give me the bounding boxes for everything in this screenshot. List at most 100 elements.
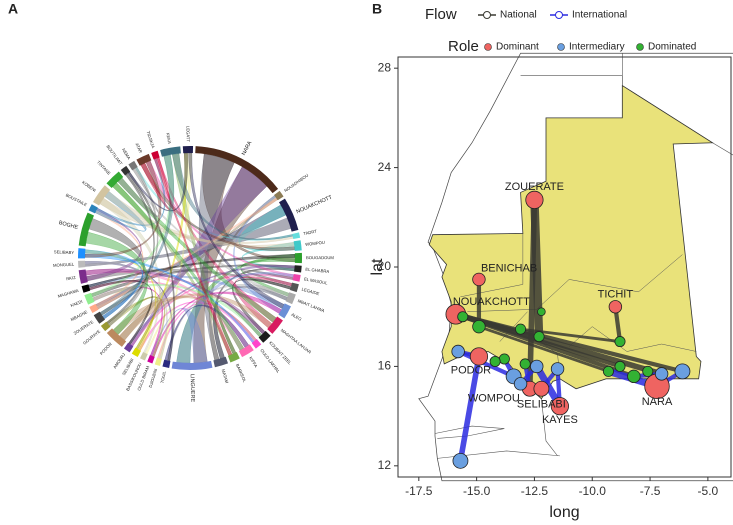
segment-label: LEGAIDE <box>301 287 320 297</box>
y-tick-label: 12 <box>378 458 392 472</box>
chord-arc <box>92 185 111 206</box>
y-tick-label: 24 <box>378 160 392 174</box>
chord-arc <box>238 344 254 358</box>
y-axis-title: lat <box>369 258 386 275</box>
chord-arc <box>139 351 148 361</box>
chord-ribbon <box>88 253 296 288</box>
chord-arc <box>279 198 299 232</box>
chord-arc <box>171 360 213 370</box>
chord-arc <box>93 311 106 324</box>
chord-arc <box>120 165 131 176</box>
region-line <box>638 254 683 293</box>
chord-arc <box>78 269 88 284</box>
segment-label: BOUSTAILE <box>65 192 88 207</box>
chord-arc <box>294 252 302 264</box>
node <box>498 353 510 365</box>
node <box>533 331 545 343</box>
node-label: SELIBABI <box>517 399 566 411</box>
node <box>614 360 626 372</box>
border-line <box>434 425 505 439</box>
legend-swatch <box>483 11 491 19</box>
chord-arc <box>154 357 162 366</box>
node-label: PODOR <box>451 364 491 376</box>
chord-ribbon <box>127 152 188 212</box>
x-tick-label: -7.5 <box>640 484 661 498</box>
node <box>513 377 528 391</box>
node <box>537 307 546 317</box>
map-panel: -17.5 -15.0 -12.5 -10.0 -7.5 -5.0 12 16 20 24 28 lo… <box>369 6 733 521</box>
chord-arc <box>151 150 160 160</box>
segment-label: TADRT <box>303 228 318 236</box>
node <box>674 363 691 380</box>
segment-label: RKIZ <box>66 275 77 282</box>
flow-link <box>519 327 622 343</box>
node <box>642 365 654 377</box>
node <box>627 369 641 384</box>
flow-link <box>453 312 636 379</box>
node <box>525 190 544 209</box>
chord-arc <box>227 352 240 363</box>
chord-arc <box>81 284 91 293</box>
node <box>472 319 486 334</box>
chord-arc <box>195 146 279 194</box>
x-tick-label: -17.5 <box>405 484 433 498</box>
segment-label: NOUAKCHOTT <box>296 194 334 215</box>
segment-label: EL MASOUL <box>304 276 329 285</box>
chord-arc <box>78 212 94 247</box>
y-tick-label: 28 <box>378 60 392 74</box>
chord-arc <box>285 292 296 305</box>
segment-label: BARKEOL <box>235 363 248 384</box>
chord-arc <box>136 153 152 166</box>
chord-ribbon <box>84 249 144 320</box>
node-label: KAYES <box>542 414 578 426</box>
segment-label: ALEG <box>290 312 302 322</box>
segment-label: SELIBABY <box>54 249 75 255</box>
node <box>489 355 501 367</box>
chord-ribbon <box>188 152 285 309</box>
segment-label: GOURAYE <box>82 329 101 346</box>
node-label: NARA <box>642 396 673 408</box>
legend-swatch <box>555 11 563 19</box>
segment-label: MBAIT LAHWA <box>297 298 326 313</box>
node <box>457 311 469 323</box>
chord-arc <box>106 171 124 189</box>
segment-label: DJIGUENI <box>148 368 158 388</box>
chord-arc <box>89 303 99 314</box>
node-label: TICHIT <box>598 289 634 301</box>
segment-label: LINGUERE <box>189 374 196 403</box>
segment-label: KOBENI <box>81 180 97 193</box>
segment-label: MBAGNE <box>70 309 89 322</box>
segment-label: NEMA <box>121 147 132 160</box>
node <box>550 397 569 416</box>
chord-ribbon <box>145 306 172 359</box>
node-label: ZOUERATE <box>505 181 564 193</box>
node <box>608 300 623 314</box>
region-line <box>467 279 639 312</box>
legend-title: Flow <box>425 6 457 23</box>
segment-label: MATAM <box>221 368 230 384</box>
legend-label: Intermediary <box>569 42 625 53</box>
flow-link <box>457 353 482 464</box>
chord-arc <box>292 232 301 239</box>
segment-label: KAEDI <box>70 299 84 308</box>
x-tick-label: -5.0 <box>698 484 719 498</box>
legend-swatch <box>484 43 492 51</box>
legend-swatch <box>636 43 644 51</box>
chord-arc <box>258 330 271 343</box>
node <box>654 367 669 381</box>
node <box>452 452 469 469</box>
node <box>533 380 550 397</box>
chord-ribbon <box>198 153 235 361</box>
chord-arc <box>162 359 171 369</box>
flow-link <box>454 312 541 338</box>
chord-arc <box>294 265 302 273</box>
legend-label: International <box>572 10 627 21</box>
chord-arc <box>84 292 95 305</box>
chord-arc <box>147 355 155 364</box>
segment-label: LEGATT <box>185 126 190 143</box>
segment-label: BOUGADOUM <box>306 255 334 260</box>
legend-label: Dominated <box>648 42 696 53</box>
node <box>515 323 527 335</box>
